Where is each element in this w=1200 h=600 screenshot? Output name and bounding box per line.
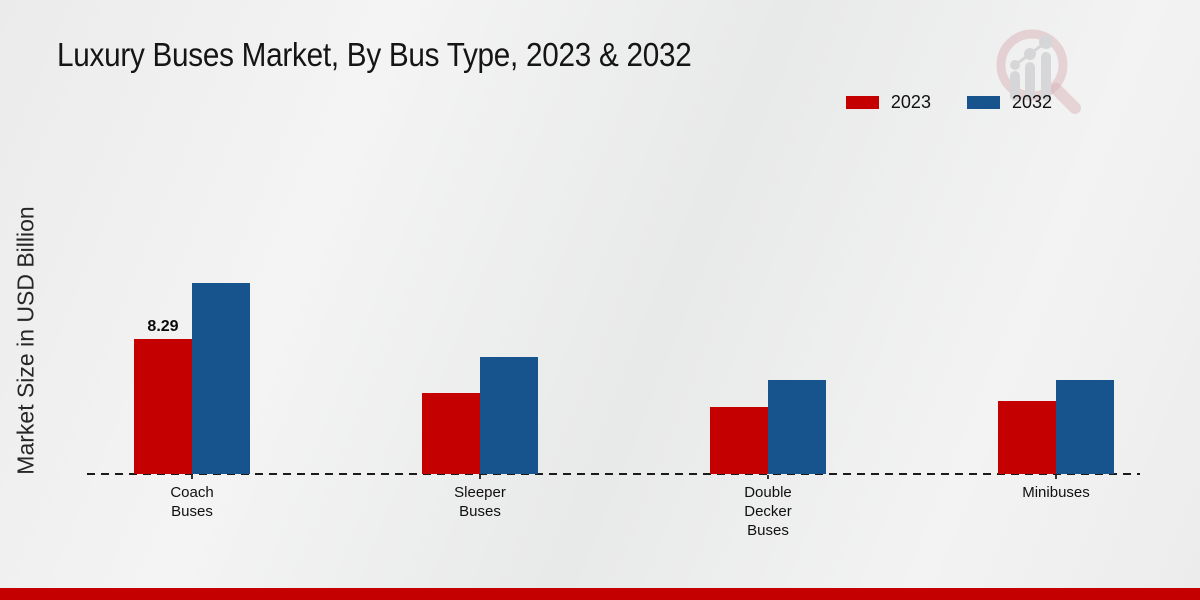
x-axis-baseline [87, 473, 1140, 475]
bar-2032-minibuses [1056, 380, 1114, 474]
bar-2032-coach-buses [192, 283, 250, 474]
bar-2023-minibuses [998, 401, 1056, 474]
bar-2023-coach-buses [134, 339, 192, 474]
category-label-minibuses: Minibuses [1022, 484, 1090, 501]
bar-2032-sleeper-buses [480, 357, 538, 474]
legend-swatch-2023 [845, 96, 879, 109]
legend-item-2032: 2032 [966, 92, 1052, 113]
legend: 2023 2032 [845, 92, 1052, 113]
legend-swatch-2032 [966, 96, 1000, 109]
legend-label-2032: 2032 [1011, 92, 1052, 112]
x-axis-tick-double-decker-buses [767, 475, 769, 479]
legend-item-2023: 2023 [845, 92, 931, 113]
x-axis-tick-minibuses [1055, 475, 1057, 479]
bar-2023-sleeper-buses [422, 393, 480, 474]
bar-2032-double-decker-buses [768, 380, 826, 474]
legend-label-2023: 2023 [890, 92, 931, 112]
x-axis-tick-sleeper-buses [479, 475, 481, 479]
category-label-double-decker-buses: Double Decker Buses [744, 484, 792, 540]
category-label-sleeper-buses: Sleeper Buses [454, 484, 506, 521]
magnifier-bar-chart-logo-icon [996, 29, 1081, 114]
data-label-2023-coach-buses: 8.29 [147, 318, 179, 335]
category-label-coach-buses: Coach Buses [170, 484, 214, 521]
bar-2023-double-decker-buses [710, 407, 768, 474]
x-axis-tick-coach-buses [191, 475, 193, 479]
footer-accent-band [0, 588, 1200, 600]
chart-title: Luxury Buses Market, By Bus Type, 2023 &… [57, 36, 692, 73]
